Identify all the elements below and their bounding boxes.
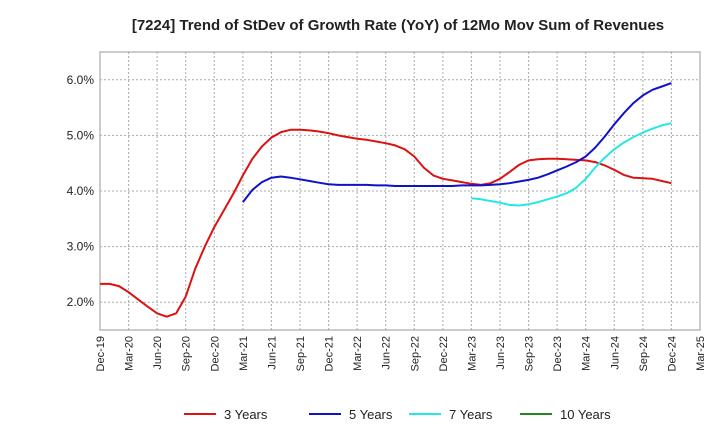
y-tick-label: 2.0%	[67, 295, 95, 309]
legend-label-10-years: 10 Years	[560, 407, 611, 422]
x-tick-label: Sep-24	[638, 336, 650, 371]
x-tick-label: Dec-24	[666, 336, 678, 371]
legend: 3 Years 5 Years 7 Years 10 Years	[184, 407, 611, 422]
x-axis: Dec-19 Mar-20 Jun-20 Sep-20 Dec-20 Mar-21 Jun-…	[95, 336, 707, 371]
x-tick-label: Mar-25	[695, 336, 707, 371]
x-tick-label: Mar-22	[352, 336, 364, 371]
x-tick-label: Mar-23	[466, 336, 478, 371]
x-tick-label: Dec-22	[438, 336, 450, 371]
series-line-3-years	[100, 128, 672, 318]
x-tick-label: Mar-20	[124, 336, 136, 371]
x-tick-label: Jun-22	[381, 336, 393, 370]
legend-label-7-years: 7 Years	[449, 407, 493, 422]
x-tick-label: Dec-20	[209, 336, 221, 371]
x-tick-label: Dec-21	[324, 336, 336, 371]
x-tick-label: Mar-24	[581, 336, 593, 371]
y-tick-label: 6.0%	[67, 73, 95, 87]
x-tick-label: Jun-20	[152, 336, 164, 370]
x-tick-label: Jun-24	[609, 336, 621, 370]
x-tick-label: Jun-23	[495, 336, 507, 370]
y-tick-label: 4.0%	[67, 184, 95, 198]
x-tick-label: Sep-20	[181, 336, 193, 371]
x-tick-label: Sep-22	[409, 336, 421, 371]
x-tick-label: Jun-21	[266, 336, 278, 370]
chart-title: [7224] Trend of StDev of Growth Rate (Yo…	[132, 17, 664, 34]
y-axis: 2.0% 3.0% 4.0% 5.0% 6.0%	[67, 73, 95, 309]
x-tick-label: Sep-21	[295, 336, 307, 371]
x-tick-label: Mar-21	[238, 336, 250, 371]
series-lines	[100, 82, 672, 318]
grid-lines	[100, 52, 700, 330]
x-tick-label: Sep-23	[524, 336, 536, 371]
legend-label-5-years: 5 Years	[349, 407, 393, 422]
x-tick-label: Dec-23	[552, 336, 564, 371]
x-tick-label: Dec-19	[95, 336, 107, 371]
series-line-7-years	[471, 122, 672, 207]
y-tick-label: 3.0%	[67, 240, 95, 254]
y-tick-label: 5.0%	[67, 128, 95, 142]
legend-label-3-years: 3 Years	[224, 407, 268, 422]
series-line-5-years	[242, 82, 672, 203]
